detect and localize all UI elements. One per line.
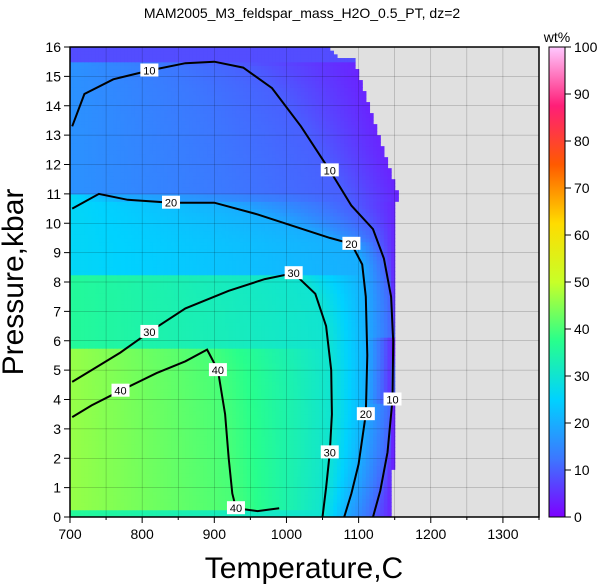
colorbar-tick-label: 80 (574, 133, 590, 149)
contour-label: 40 (208, 363, 227, 377)
x-axis-label: Temperature,C (205, 552, 403, 585)
colorbar-ticks: 0 10 20 30 40 50 60 70 80 90 100 (565, 39, 598, 525)
colorbar-scale (548, 46, 566, 518)
contour-label: 20 (356, 407, 375, 421)
contour-label: 10 (383, 392, 402, 407)
y-tick-label: 12 (45, 157, 61, 173)
y-tick-label: 1 (53, 480, 61, 496)
colorbar: wt% 0 10 20 30 40 50 60 70 80 90 100 (543, 29, 598, 525)
colorbar-tick-label: 60 (574, 227, 590, 243)
colorbar-tick-label: 40 (574, 321, 590, 337)
colorbar-tick-label: 30 (574, 368, 590, 384)
contour-label: 20 (162, 195, 181, 210)
x-tick-label: 800 (130, 526, 154, 542)
contour-label: 40 (226, 501, 245, 515)
colorbar-tick-label: 90 (574, 86, 590, 102)
colorbar-tick-label: 70 (574, 180, 590, 196)
contour-label: 30 (320, 445, 339, 459)
y-tick-label: 8 (53, 274, 61, 290)
contour-lines: 10 10 10 20 20 20 30 30 30 40 40 40 (71, 60, 402, 517)
contour-label: 10 (140, 63, 159, 78)
plot-area: 10 10 10 20 20 20 30 30 30 40 40 40 (69, 46, 540, 518)
y-tick-label: 6 (53, 333, 61, 349)
y-tick-label: 16 (45, 39, 61, 55)
heatmap-field (70, 47, 399, 517)
chart-title: MAM2005_M3_feldspar_mass_H2O_0.5_PT, dz=… (144, 5, 461, 21)
y-tick-label: 3 (53, 421, 61, 437)
y-tick-label: 9 (53, 245, 61, 261)
y-axis-label: Pressure,kbar (0, 189, 30, 376)
x-axis: 700 800 900 1000 1100 1200 1300 (58, 517, 540, 542)
y-tick-label: 13 (45, 127, 61, 143)
y-tick-label: 10 (45, 215, 61, 231)
x-tick-label: 1300 (487, 526, 518, 542)
x-tick-label: 1200 (415, 526, 446, 542)
y-tick-label: 15 (45, 68, 61, 84)
colorbar-label: wt% (543, 29, 570, 45)
colorbar-tick-label: 100 (574, 39, 598, 55)
x-tick-label: 900 (203, 526, 227, 542)
contour-label: 30 (140, 324, 159, 339)
y-tick-label: 7 (53, 303, 61, 319)
y-tick-label: 2 (53, 450, 61, 466)
y-tick-label: 11 (46, 186, 61, 202)
contour-line-20 (71, 192, 369, 517)
contour-label: 20 (342, 236, 361, 251)
y-tick-label: 4 (53, 392, 61, 408)
contour-label: 10 (320, 163, 339, 177)
y-tick-label: 14 (45, 98, 61, 114)
colorbar-tick-label: 10 (574, 462, 590, 478)
colorbar-tick-label: 0 (574, 509, 582, 525)
x-tick-label: 1000 (271, 526, 302, 542)
colorbar-tick-label: 20 (574, 415, 590, 431)
contour-label: 30 (284, 266, 303, 280)
contour-label: 40 (111, 383, 130, 398)
y-tick-label: 0 (53, 509, 61, 525)
x-tick-label: 1100 (344, 526, 374, 542)
y-tick-label: 5 (53, 362, 61, 378)
colorbar-tick-label: 50 (574, 274, 590, 290)
x-tick-label: 700 (58, 526, 82, 542)
